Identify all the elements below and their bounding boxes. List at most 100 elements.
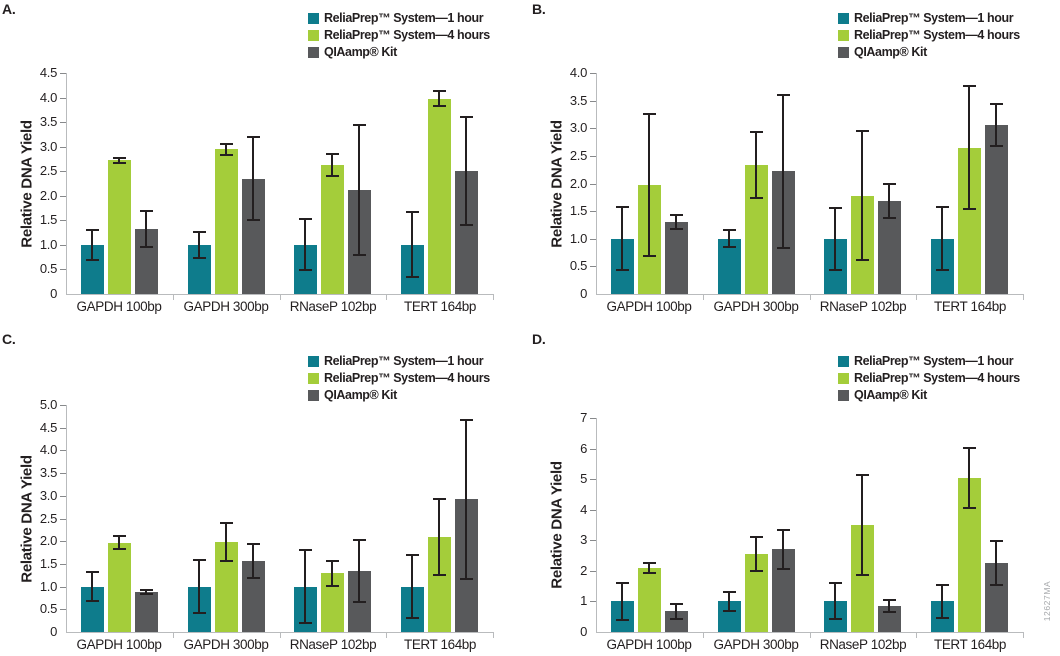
error-bar-line	[834, 583, 836, 619]
y-tick-label: 0.5	[569, 258, 587, 273]
y-tick	[60, 122, 66, 123]
y-tick	[60, 171, 66, 172]
bar	[428, 537, 451, 632]
error-bar-cap-top	[353, 539, 366, 541]
y-tick	[590, 418, 596, 419]
y-tick-label: 1.0	[569, 231, 587, 246]
y-tick	[590, 479, 596, 480]
legend-label: QIAamp® Kit	[854, 45, 927, 59]
y-tick-label: 2.0	[39, 533, 57, 548]
error-bar-line	[331, 154, 333, 176]
y-tick	[60, 220, 66, 221]
error-bar-line	[118, 536, 120, 549]
error-bar-line	[995, 541, 997, 585]
y-tick	[590, 239, 596, 240]
y-tick-label: 0	[50, 624, 57, 639]
error-bar-cap-top	[856, 130, 869, 132]
error-bar-cap-top	[750, 131, 763, 133]
y-tick-label: 6	[580, 441, 587, 456]
error-bar-line	[118, 158, 120, 163]
bar	[135, 592, 158, 632]
y-tick	[60, 609, 66, 610]
y-tick-label: 1	[580, 593, 587, 608]
legend-swatch	[308, 47, 319, 58]
error-bar-cap-bottom	[86, 259, 99, 261]
y-tick-label: 4.0	[569, 65, 587, 80]
error-bar-line	[861, 475, 863, 575]
panel-d: D. ReliaPrep™ System—1 hour ReliaPrep™ Sys…	[530, 328, 1060, 656]
error-bar-cap-top	[829, 582, 842, 584]
error-bar-line	[728, 230, 730, 247]
error-bar-line	[411, 212, 413, 277]
error-bar-cap-top	[140, 210, 153, 212]
error-bar-line	[861, 131, 863, 260]
y-tick-label: 5	[580, 471, 587, 486]
panel-letter: D.	[532, 331, 546, 347]
y-tick	[590, 128, 596, 129]
legend-swatch	[838, 47, 849, 58]
legend-label: QIAamp® Kit	[324, 388, 397, 402]
error-bar-cap-top	[113, 535, 126, 537]
error-bar-cap-top	[723, 591, 736, 593]
category-label: GAPDH 300bp	[183, 299, 269, 314]
y-tick	[60, 73, 66, 74]
y-tick	[60, 519, 66, 520]
category-label: RNaseP 102bp	[819, 299, 907, 314]
error-bar-cap-top	[406, 554, 419, 556]
error-bar-cap-top	[963, 85, 976, 87]
error-bar-line	[968, 448, 970, 508]
error-bar-line	[198, 232, 200, 258]
bar	[878, 201, 901, 294]
error-bar-cap-top	[433, 498, 446, 500]
y-axis-title: Relative DNA Yield	[18, 119, 36, 248]
legend-swatch	[838, 373, 849, 384]
bar	[242, 179, 265, 294]
error-bar-line	[145, 211, 147, 247]
error-bar-cap-bottom	[990, 145, 1003, 147]
error-bar-cap-top	[193, 231, 206, 233]
error-bar-line	[621, 207, 623, 270]
x-tick	[703, 295, 704, 300]
bar	[745, 554, 768, 632]
error-bar-cap-bottom	[433, 574, 446, 576]
error-bar-cap-bottom	[670, 228, 683, 230]
y-tick-label: 0.5	[39, 601, 57, 616]
y-tick-label: 3.0	[569, 120, 587, 135]
y-tick-label: 2.5	[39, 163, 57, 178]
y-tick	[60, 564, 66, 565]
bar	[985, 563, 1008, 632]
category-label: GAPDH 100bp	[76, 637, 162, 652]
error-bar-line	[358, 125, 360, 255]
error-bar-cap-bottom	[963, 208, 976, 210]
panel-a: A. ReliaPrep™ System—1 hour ReliaPrep™ Sys…	[0, 0, 530, 328]
category-label: RNaseP 102bp	[289, 299, 377, 314]
y-tick	[60, 428, 66, 429]
category-label: TERT 164bp	[403, 637, 477, 652]
error-bar-line	[782, 95, 784, 248]
x-axis-line	[66, 294, 494, 295]
error-bar-cap-top	[670, 214, 683, 216]
error-bar-cap-bottom	[936, 269, 949, 271]
y-tick	[590, 266, 596, 267]
x-tick	[173, 295, 174, 300]
y-tick	[60, 450, 66, 451]
y-tick-label: 0	[580, 624, 587, 639]
y-tick	[60, 405, 66, 406]
y-tick-label: 4.0	[39, 90, 57, 105]
y-tick-label: 3.5	[569, 93, 587, 108]
category-label: GAPDH 300bp	[183, 637, 269, 652]
y-axis-line	[66, 73, 67, 295]
error-bar-cap-top	[777, 529, 790, 531]
bar	[851, 525, 874, 632]
bar	[215, 542, 238, 632]
error-bar-line	[438, 91, 440, 106]
y-tick-label: 0	[580, 286, 587, 301]
x-tick	[493, 295, 494, 300]
error-bar-cap-top	[406, 211, 419, 213]
legend-label: ReliaPrep™ System—4 hours	[324, 28, 490, 42]
bar	[455, 171, 478, 294]
error-bar-cap-bottom	[247, 577, 260, 579]
y-tick-label: 2.0	[569, 176, 587, 191]
x-tick	[386, 633, 387, 638]
error-bar-cap-top	[616, 206, 629, 208]
